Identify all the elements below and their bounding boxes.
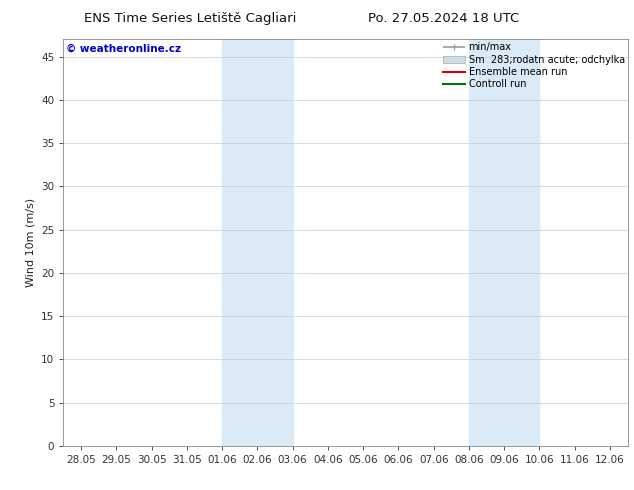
Legend: min/max, Sm  283;rodatn acute; odchylka, Ensemble mean run, Controll run: min/max, Sm 283;rodatn acute; odchylka, … (441, 40, 626, 91)
Text: Po. 27.05.2024 18 UTC: Po. 27.05.2024 18 UTC (368, 12, 519, 25)
Bar (222, 39, 293, 446)
Bar (469, 39, 540, 446)
Text: © weatheronline.cz: © weatheronline.cz (66, 43, 181, 53)
Text: ENS Time Series Letiště Cagliari: ENS Time Series Letiště Cagliari (84, 12, 296, 25)
Y-axis label: Wind 10m (m/s): Wind 10m (m/s) (25, 198, 36, 287)
